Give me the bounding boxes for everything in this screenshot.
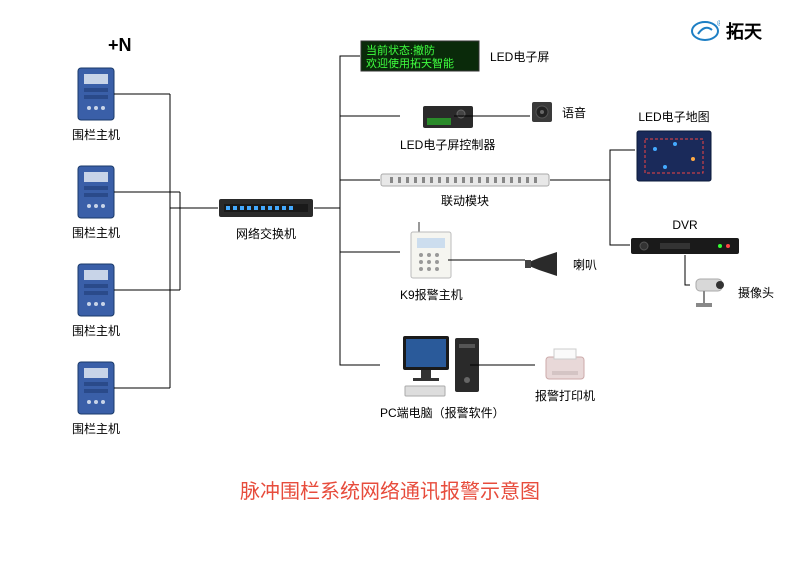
- fence-host-icon: [75, 164, 117, 220]
- alarm-printer: 报警打印机: [535, 345, 595, 404]
- camera-icon: [690, 275, 730, 309]
- pc-label: PC端电脑（报警软件）: [380, 404, 505, 421]
- fence-host-1: 围栏主机: [72, 66, 120, 143]
- pc: PC端电脑（报警软件）: [380, 330, 505, 421]
- fence-host-2-label: 围栏主机: [72, 224, 120, 241]
- logo-icon: ®: [690, 20, 720, 42]
- fence-host-2: 围栏主机: [72, 164, 120, 241]
- linkage-icon: [380, 172, 550, 188]
- printer-icon: [540, 345, 590, 383]
- led-screen-label: LED电子屏: [490, 48, 549, 65]
- linkage-label: 联动模块: [441, 192, 489, 209]
- led-map-label: LED电子地图: [638, 108, 709, 125]
- brand-logo: ® 拓天: [690, 18, 762, 44]
- fence-host-icon: [75, 262, 117, 318]
- dvr: DVR: [630, 218, 740, 256]
- speaker-box-icon: [530, 100, 554, 124]
- led-controller: LED电子屏控制器: [400, 100, 495, 153]
- fence-host-4: 围栏主机: [72, 360, 120, 437]
- led-map: LED电子地图: [635, 108, 713, 183]
- k9-alarm-host: K9报警主机: [400, 222, 463, 303]
- horn-icon: [525, 250, 563, 278]
- led-screen-icon: 当前状态:撤防 欢迎使用拓天智能: [360, 40, 480, 72]
- voice-label: 语音: [562, 104, 586, 121]
- led-map-icon: [635, 129, 713, 183]
- camera-label: 摄像头: [738, 284, 774, 301]
- fence-host-4-label: 围栏主机: [72, 420, 120, 437]
- printer-label: 报警打印机: [535, 387, 595, 404]
- k9-label: K9报警主机: [400, 286, 463, 303]
- led-controller-icon: [421, 100, 475, 132]
- fence-host-3: 围栏主机: [72, 262, 120, 339]
- fence-host-icon: [75, 360, 117, 416]
- diagram-title: 脉冲围栏系统网络通讯报警示意图: [240, 475, 540, 504]
- pc-icon: [397, 330, 487, 400]
- fence-host-icon: [75, 66, 117, 122]
- k9-icon: [407, 222, 455, 282]
- dvr-icon: [630, 236, 740, 256]
- svg-text:欢迎使用拓天智能: 欢迎使用拓天智能: [366, 56, 454, 70]
- fence-host-3-label: 围栏主机: [72, 322, 120, 339]
- dvr-label: DVR: [672, 218, 697, 232]
- switch-label: 网络交换机: [236, 225, 296, 242]
- network-switch: 网络交换机: [218, 195, 314, 242]
- brand-name: 拓天: [726, 18, 762, 44]
- linkage-module: 联动模块: [380, 172, 550, 209]
- camera: 摄像头: [690, 275, 774, 309]
- led-screen: 当前状态:撤防 欢迎使用拓天智能 LED电子屏: [360, 40, 549, 72]
- switch-icon: [218, 195, 314, 221]
- svg-text:当前状态:撤防: 当前状态:撤防: [366, 43, 435, 57]
- plus-n-label: +N: [108, 35, 132, 56]
- horn: 喇叭: [525, 250, 597, 278]
- led-controller-label: LED电子屏控制器: [400, 136, 495, 153]
- voice-device: 语音: [530, 100, 586, 124]
- fence-host-1-label: 围栏主机: [72, 126, 120, 143]
- horn-label: 喇叭: [573, 256, 597, 273]
- svg-text:®: ®: [717, 20, 720, 28]
